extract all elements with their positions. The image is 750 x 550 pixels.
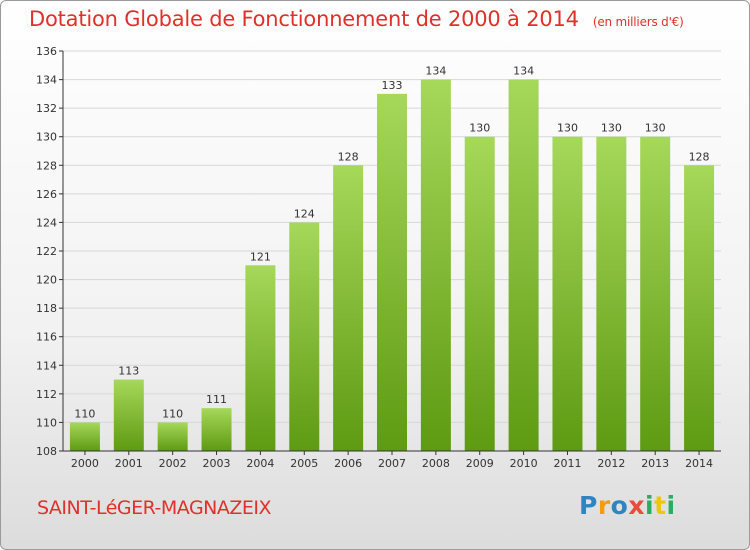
data-label-2010: 134 [513,65,534,78]
x-tick-label: 2003 [203,457,231,470]
bar-2000 [69,422,100,451]
bar-2012 [596,136,627,451]
y-tick-label: 132 [36,102,57,115]
y-tick-label: 110 [36,416,57,429]
x-tick-label: 2005 [290,457,318,470]
logo-letter: t [654,491,667,520]
x-tick-label: 2014 [685,457,713,470]
commune-name: SAINT-LéGER-MAGNAZEIX [37,497,272,519]
bar-2007 [377,93,407,451]
data-label-2011: 130 [557,122,578,135]
x-tick-label: 2012 [597,457,625,470]
x-tick-label: 2010 [510,457,538,470]
bar-2010 [508,79,539,452]
bar-2006 [333,165,364,452]
logo-letter: o [610,491,629,520]
x-tick-label: 2002 [159,457,187,470]
data-labels: 110 113 110 111 121 124 128 133 134 130 134 130 130 1… [74,65,709,421]
y-tick-label: 112 [36,388,57,401]
bar-2008 [420,79,451,452]
logo-letter: i [645,491,655,520]
x-tick-label: 2007 [378,457,406,470]
y-tick-label: 124 [36,216,57,229]
data-label-2009: 130 [469,122,490,135]
y-tick-label: 116 [36,331,57,344]
data-label-2008: 134 [425,65,446,78]
x-tick-label: 2008 [422,457,450,470]
logo-letter: x [628,491,645,520]
y-tick-label: 128 [36,159,57,172]
logo-letter: i [666,491,676,520]
x-tick-label: 2006 [334,457,362,470]
y-tick-label: 122 [36,245,57,258]
data-label-2007: 133 [382,79,403,92]
data-label-2006: 128 [338,150,359,163]
logo-letter: P [579,491,598,520]
chart-title-text: Dotation Globale de Fonctionnement de 20… [29,7,579,31]
y-tick-label: 120 [36,274,57,287]
bar-2001 [113,379,144,451]
bar-2009 [464,136,495,451]
x-tick-label: 2004 [246,457,274,470]
chart-title: Dotation Globale de Fonctionnement de 20… [29,7,684,31]
data-label-2003: 111 [206,393,227,406]
bar-2005 [289,222,320,451]
y-tick-label: 130 [36,131,57,144]
data-label-2005: 124 [294,207,315,220]
bar-2002 [157,422,188,451]
bar-2013 [640,136,671,451]
x-tick-label: 2000 [71,457,99,470]
proxiti-logo: Proxiti [579,491,676,520]
y-tick-label: 114 [36,359,57,372]
bar-2003 [201,408,232,451]
bar-2014 [684,165,715,452]
y-tick-label: 118 [36,302,57,315]
data-label-2014: 128 [689,150,710,163]
logo-letter: r [597,491,611,520]
y-tick-label: 134 [36,74,57,87]
bar-2011 [552,136,583,451]
y-tick-label: 126 [36,188,57,201]
data-label-2000: 110 [74,407,95,420]
bar-2004 [245,265,276,451]
x-tick-label: 2011 [553,457,581,470]
bars [69,79,715,452]
data-label-2004: 121 [250,250,271,263]
data-label-2002: 110 [162,407,183,420]
x-tick-label: 2009 [466,457,494,470]
data-label-2013: 130 [645,122,666,135]
y-tick-label: 108 [36,445,57,458]
data-label-2012: 130 [601,122,622,135]
x-tick-label: 2013 [641,457,669,470]
axes: 108 110 112 114 116 118 120 122 124 126 128 130 132 1… [36,45,721,470]
data-label-2001: 113 [118,365,139,378]
y-tick-label: 136 [36,45,57,58]
x-tick-label: 2001 [115,457,143,470]
chart-subtitle: (en milliers d'€) [592,15,684,29]
